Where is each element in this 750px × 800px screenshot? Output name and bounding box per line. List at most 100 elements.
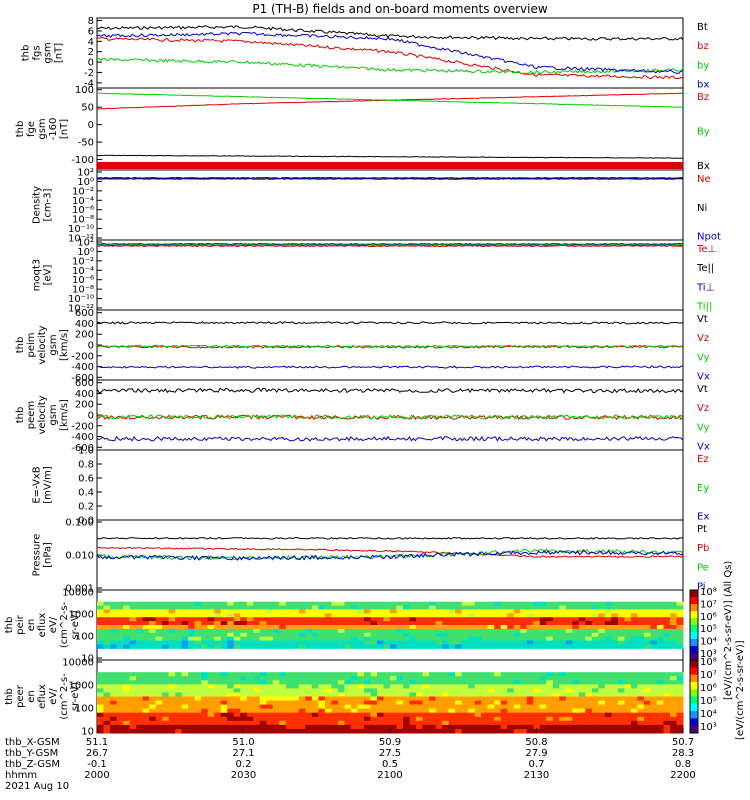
legend-Vy: Vy <box>697 352 710 363</box>
spectrogram-cell <box>520 676 528 681</box>
spectrogram-cell <box>116 692 124 697</box>
spectrogram-cell <box>357 720 365 726</box>
spectrogram-cell <box>363 676 371 681</box>
spectrogram-cell <box>598 720 606 726</box>
spectrogram-cell <box>611 696 619 702</box>
spectrogram-cell <box>526 640 534 645</box>
spectrogram-cell <box>188 680 196 685</box>
spectrogram-cell <box>455 728 463 734</box>
spectrogram-cell <box>585 625 593 630</box>
spectrogram-cell <box>429 692 437 697</box>
spectrogram-cell <box>363 716 371 722</box>
spectrogram-cell <box>455 692 463 697</box>
spectrogram-cell <box>643 644 651 649</box>
spectrogram-cell <box>494 720 502 726</box>
spectrogram-cell <box>442 613 450 618</box>
colorbar-tick: 10⁷ <box>700 599 717 610</box>
spectrogram-cell <box>136 621 144 626</box>
ylabel-line: velocity <box>37 325 48 364</box>
spectrogram-cell <box>611 601 619 607</box>
spectrogram-cell <box>396 712 404 718</box>
spectrogram-cell <box>233 716 241 722</box>
spectrogram-cell <box>656 632 664 638</box>
spectrogram-cell <box>416 716 424 722</box>
spectrogram-cell <box>448 700 456 706</box>
spectrogram-cell <box>305 640 313 645</box>
spectrogram-cell <box>663 696 671 702</box>
spectrogram-cell <box>383 640 391 645</box>
spectrogram-cell <box>162 696 170 702</box>
spectrogram-cell <box>188 700 196 706</box>
spectrogram-cell <box>272 704 280 710</box>
spectrogram-cell <box>311 688 319 693</box>
spectrogram-cell <box>487 605 495 610</box>
spectrogram-cell <box>116 676 124 681</box>
spectrogram-cell <box>455 613 463 618</box>
spectrogram-cell <box>390 716 398 722</box>
spectrogram-cell <box>207 613 215 618</box>
spectrogram-cell <box>129 696 137 702</box>
spectrogram-cell <box>494 692 502 697</box>
spectrogram-cell <box>422 632 430 638</box>
spectrogram-cell <box>604 684 612 689</box>
spectrogram-cell <box>129 621 137 626</box>
spectrogram-cell <box>494 625 502 630</box>
spectrogram-cell <box>181 712 189 718</box>
spectrogram-cell <box>214 625 222 630</box>
spectrogram-cell <box>552 696 560 702</box>
spectrogram-cell <box>604 640 612 645</box>
spectrogram-cell <box>650 640 658 645</box>
ytick-label: 0.0 <box>78 516 94 527</box>
spectrogram-cell <box>285 684 293 689</box>
spectrogram-cell <box>611 684 619 689</box>
spectrogram-cell <box>507 716 515 722</box>
spectrogram-cell <box>168 700 176 706</box>
spectrogram-cell <box>253 708 261 714</box>
spectrogram-cell <box>383 716 391 722</box>
spectrogram-cell <box>559 601 567 607</box>
spectrogram-cell <box>552 728 560 734</box>
spectrogram-cell <box>455 621 463 626</box>
spectrogram-cell <box>565 617 573 622</box>
spectrogram-cell <box>285 696 293 702</box>
spectrogram-cell <box>396 636 404 642</box>
spectrogram-cell <box>214 676 222 681</box>
spectrogram-cell <box>656 644 664 649</box>
spectrogram-cell <box>403 720 411 726</box>
spectrogram-cell <box>429 688 437 693</box>
series-Pb <box>96 546 684 558</box>
spectrogram-cell <box>429 728 437 734</box>
spectrogram-cell <box>403 640 411 645</box>
spectrogram-cell <box>390 728 398 734</box>
spectrogram-cell <box>175 640 183 645</box>
ytick-label: 0.8 <box>78 460 94 471</box>
spectrogram-cell <box>188 684 196 689</box>
spectrogram-cell <box>624 628 632 634</box>
spectrogram-cell <box>103 720 111 726</box>
spectrogram-cell <box>429 617 437 622</box>
spectrogram-cell <box>136 688 144 693</box>
spectrogram-cell <box>220 728 228 734</box>
spectrogram-cell <box>285 708 293 714</box>
spectrogram-cell <box>142 676 150 681</box>
spectrogram-cell <box>611 617 619 622</box>
spectrogram-cell <box>565 728 573 734</box>
ylabel-line: E=-VxB <box>32 466 43 503</box>
spectrogram-cell <box>533 672 541 677</box>
spectrogram-cell <box>565 625 573 630</box>
spectrogram-cell <box>507 712 515 718</box>
spectrogram-cell <box>578 636 586 642</box>
spectrogram-cell <box>507 644 515 649</box>
spectrogram-cell <box>298 704 306 710</box>
spectrogram-cell <box>546 632 554 638</box>
spectrogram-cell <box>461 636 469 642</box>
spectrogram-cell <box>513 636 521 642</box>
spectrogram-cell <box>363 672 371 677</box>
spectrogram-cell <box>233 609 241 614</box>
spectrogram-cell <box>123 676 131 681</box>
spectrogram-cell <box>442 704 450 710</box>
spectrogram-cell <box>624 724 632 730</box>
spectrogram-cell <box>474 688 482 693</box>
xaxis-value: 50.9 <box>379 737 401 748</box>
spectrogram-cell <box>266 625 274 630</box>
